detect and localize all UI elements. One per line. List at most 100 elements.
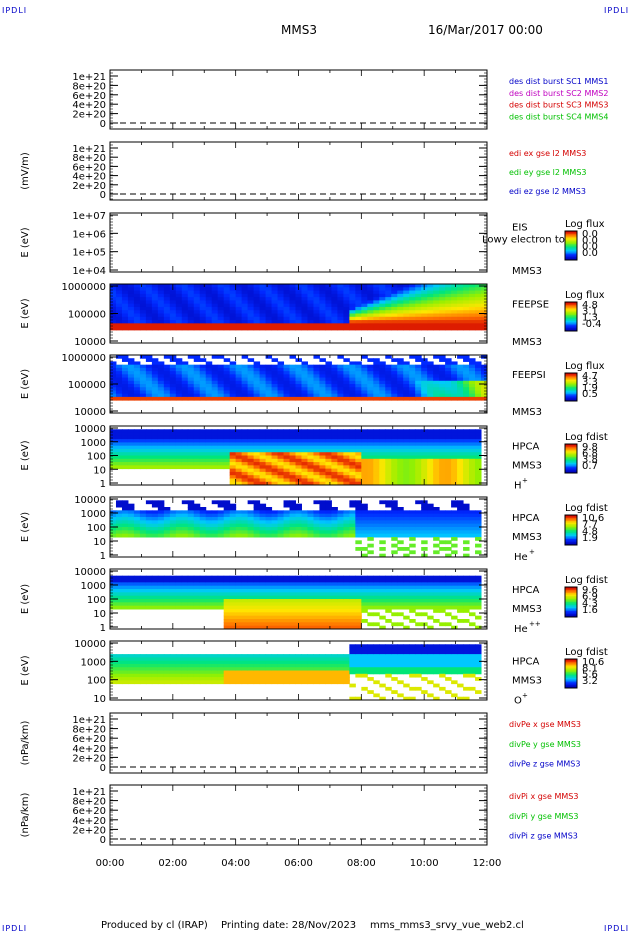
spectrogram-cell bbox=[313, 306, 320, 311]
spectrogram-cell bbox=[343, 452, 350, 456]
spectrogram-cell bbox=[403, 445, 410, 450]
spectrogram-cell bbox=[433, 683, 440, 688]
spectrogram-cell bbox=[217, 313, 225, 318]
spectrogram-cell bbox=[319, 654, 326, 658]
spectrogram-cell bbox=[205, 326, 213, 331]
spectrogram-cell bbox=[241, 660, 249, 665]
spectrogram-cell bbox=[253, 589, 261, 593]
spectrogram-cell bbox=[445, 647, 452, 652]
spectrogram-cell bbox=[175, 310, 183, 314]
spectrogram-cell bbox=[457, 300, 464, 305]
spectrogram-cell bbox=[451, 367, 458, 372]
spectrogram-cell bbox=[415, 297, 422, 301]
spectrogram-cell bbox=[175, 380, 183, 385]
spectrogram-cell bbox=[451, 374, 458, 379]
spectrogram-cell bbox=[379, 471, 386, 476]
spectrogram-cell bbox=[277, 303, 285, 308]
spectrogram-cell bbox=[427, 297, 434, 301]
spectrogram-cell bbox=[331, 290, 338, 295]
spectrogram-cell bbox=[439, 599, 446, 603]
spectrogram-cell bbox=[110, 320, 117, 324]
spectrogram-cell bbox=[331, 367, 338, 372]
spectrogram-cell bbox=[421, 510, 428, 515]
spectrogram-cell bbox=[325, 507, 332, 511]
spectrogram-cell bbox=[445, 320, 452, 324]
spectrogram-cell bbox=[457, 471, 464, 476]
spectrogram-cell bbox=[361, 647, 368, 652]
spectrogram-cell bbox=[169, 595, 177, 600]
spectrogram-cell bbox=[271, 380, 279, 385]
spectrogram-cell bbox=[349, 432, 356, 437]
spectrogram-cell bbox=[259, 300, 267, 305]
spectrogram-cell bbox=[199, 533, 207, 538]
spectrogram-cell bbox=[301, 306, 308, 311]
spectrogram-cell bbox=[415, 589, 422, 593]
spectrogram-cell bbox=[271, 657, 279, 662]
spectrogram-cell bbox=[337, 595, 344, 600]
spectrogram-cell bbox=[409, 462, 416, 466]
spectrogram-cell bbox=[187, 677, 195, 681]
spectrogram-cell bbox=[301, 361, 308, 366]
spectrogram-cell bbox=[313, 445, 320, 450]
spectrogram-cell bbox=[283, 293, 291, 298]
spectrogram-cell bbox=[121, 364, 129, 369]
spectrogram-cell bbox=[451, 380, 458, 385]
spectrogram-cell bbox=[121, 654, 129, 658]
spectrogram-cell bbox=[265, 429, 273, 434]
spectrogram-cell bbox=[457, 323, 464, 328]
spectrogram-cell bbox=[265, 455, 273, 460]
spectrogram-cell bbox=[451, 458, 458, 463]
spectrogram-cell bbox=[427, 667, 434, 671]
spectrogram-cell bbox=[463, 605, 470, 610]
spectrogram-cell bbox=[199, 310, 207, 314]
spectrogram-cell bbox=[355, 468, 362, 473]
spectrogram-cell bbox=[145, 513, 153, 518]
spectrogram-cell bbox=[415, 355, 422, 359]
spectrogram-cell bbox=[193, 513, 201, 518]
spectrogram-cell bbox=[319, 615, 326, 620]
spectrogram-cell bbox=[355, 478, 362, 483]
spectrogram-cell bbox=[433, 380, 440, 385]
spectrogram-cell bbox=[139, 510, 147, 515]
spectrogram-cell bbox=[175, 297, 183, 301]
spectrogram-cell bbox=[349, 303, 356, 308]
spectrogram-cell bbox=[373, 448, 380, 453]
spectrogram-cell bbox=[403, 625, 410, 630]
spectrogram-cell bbox=[283, 387, 291, 391]
spectrogram-cell bbox=[355, 287, 362, 292]
spectrogram-cell bbox=[127, 396, 135, 401]
spectrogram-cell bbox=[175, 523, 183, 528]
spectrogram-cell bbox=[175, 677, 183, 681]
spectrogram-cell bbox=[151, 520, 159, 525]
spectrogram-cell bbox=[451, 293, 458, 298]
spectrogram-cell bbox=[139, 458, 147, 463]
spectrogram-cell bbox=[175, 663, 183, 668]
spectrogram-cell bbox=[463, 609, 470, 613]
spectrogram-cell bbox=[457, 503, 464, 508]
spectrogram-cell bbox=[145, 287, 153, 292]
spectrogram-cell bbox=[187, 507, 195, 511]
spectrogram-cell bbox=[271, 667, 279, 671]
spectrogram-cell bbox=[421, 660, 428, 665]
spectrogram-cell bbox=[199, 677, 207, 681]
spectrogram-cell bbox=[151, 500, 159, 505]
spectrogram-cell bbox=[373, 595, 380, 600]
spectrogram-cell bbox=[349, 297, 356, 301]
spectrogram-cell bbox=[367, 579, 374, 583]
spectrogram-cell bbox=[319, 579, 326, 583]
spectrogram-cell bbox=[110, 589, 117, 593]
spectrogram-cell bbox=[265, 445, 273, 450]
spectrogram-cell bbox=[271, 622, 279, 627]
spectrogram-cell bbox=[241, 622, 249, 627]
spectrogram-cell bbox=[451, 481, 458, 486]
spectrogram-cell bbox=[151, 599, 159, 603]
spectrogram-cell bbox=[313, 517, 320, 521]
spectrogram-cell bbox=[307, 663, 314, 668]
spectrogram-cell bbox=[271, 364, 279, 369]
spectrogram-cell bbox=[283, 313, 291, 318]
spectrogram-cell bbox=[127, 293, 135, 298]
spectrogram-cell bbox=[163, 602, 171, 607]
spectrogram-cell bbox=[133, 313, 141, 318]
spectrogram-cell bbox=[115, 517, 123, 521]
spectrogram-cell bbox=[133, 523, 141, 528]
